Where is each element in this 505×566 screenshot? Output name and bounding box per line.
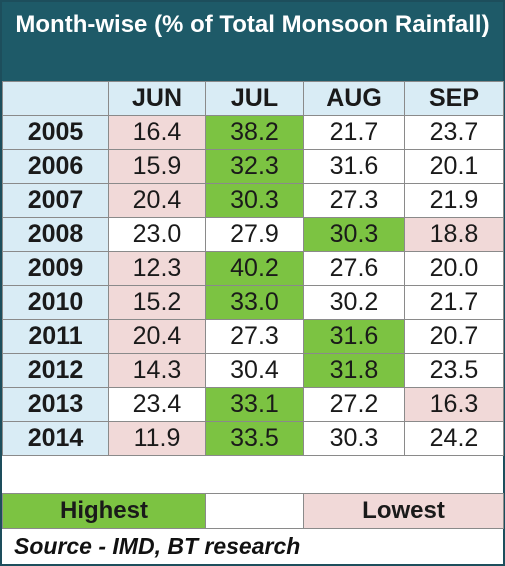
value-cell: 33.0 [205,285,304,320]
value-cell: 21.7 [404,285,504,320]
table-row: 2012 14.3 30.4 31.8 23.5 [2,353,504,388]
year-cell: 2007 [2,183,109,218]
header-row: JUN JUL AUG SEP [2,81,504,116]
value-cell: 20.1 [404,149,504,184]
column-header: JUL [205,81,304,116]
value-cell: 23.7 [404,115,504,150]
table-row: 2011 20.4 27.3 31.6 20.7 [2,319,504,354]
corner-cell [2,81,109,116]
value-cell: 27.3 [205,319,304,354]
value-cell: 21.9 [404,183,504,218]
value-cell: 16.3 [404,387,504,422]
value-cell: 23.5 [404,353,504,388]
value-cell: 27.2 [303,387,405,422]
value-cell: 20.4 [108,183,206,218]
year-cell: 2006 [2,149,109,184]
column-header: AUG [303,81,405,116]
legend: Highest Lowest [2,493,504,529]
year-cell: 2009 [2,251,109,286]
value-cell: 32.3 [205,149,304,184]
table-row: 2007 20.4 30.3 27.3 21.9 [2,183,504,218]
table-row: 2008 23.0 27.9 30.3 18.8 [2,217,504,252]
column-header: JUN [108,81,206,116]
legend-highest: Highest [2,493,206,529]
legend-spacer [205,493,304,529]
table-row: 2014 11.9 33.5 30.3 24.2 [2,421,504,456]
value-cell: 12.3 [108,251,206,286]
legend-lowest: Lowest [303,493,504,529]
value-cell: 31.6 [303,319,405,354]
value-cell: 30.3 [205,183,304,218]
year-cell: 2014 [2,421,109,456]
year-cell: 2010 [2,285,109,320]
column-header: SEP [404,81,504,116]
year-cell: 2005 [2,115,109,150]
value-cell: 21.7 [303,115,405,150]
value-cell: 23.4 [108,387,206,422]
value-cell: 23.0 [108,217,206,252]
value-cell: 40.2 [205,251,304,286]
table-row: 2010 15.2 33.0 30.2 21.7 [2,285,504,320]
value-cell: 30.4 [205,353,304,388]
value-cell: 24.2 [404,421,504,456]
value-cell: 30.3 [303,421,405,456]
value-cell: 20.4 [108,319,206,354]
value-cell: 27.9 [205,217,304,252]
value-cell: 14.3 [108,353,206,388]
rainfall-table: JUN JUL AUG SEP 2005 16.4 38.2 21.7 23.7 2006… [2,81,504,456]
value-cell: 20.7 [404,319,504,354]
value-cell: 18.8 [404,217,504,252]
year-cell: 2011 [2,319,109,354]
table-row: 2013 23.4 33.1 27.2 16.3 [2,387,504,422]
value-cell: 15.2 [108,285,206,320]
value-cell: 31.6 [303,149,405,184]
value-cell: 38.2 [205,115,304,150]
source-note: Source - IMD, BT research [14,533,301,559]
value-cell: 30.3 [303,217,405,252]
value-cell: 11.9 [108,421,206,456]
value-cell: 30.2 [303,285,405,320]
value-cell: 27.3 [303,183,405,218]
value-cell: 33.1 [205,387,304,422]
value-cell: 31.8 [303,353,405,388]
value-cell: 27.6 [303,251,405,286]
table-row: 2009 12.3 40.2 27.6 20.0 [2,251,504,286]
value-cell: 33.5 [205,421,304,456]
year-cell: 2008 [2,217,109,252]
table-body: 2005 16.4 38.2 21.7 23.7 2006 15.9 32.3 31.6 20.1… [2,115,504,456]
value-cell: 16.4 [108,115,206,150]
table-title: Month-wise (% of Total Monsoon Rainfall) [2,2,503,81]
table-row: 2005 16.4 38.2 21.7 23.7 [2,115,504,150]
value-cell: 15.9 [108,149,206,184]
year-cell: 2013 [2,387,109,422]
table-row: 2006 15.9 32.3 31.6 20.1 [2,149,504,184]
year-cell: 2012 [2,353,109,388]
value-cell: 20.0 [404,251,504,286]
